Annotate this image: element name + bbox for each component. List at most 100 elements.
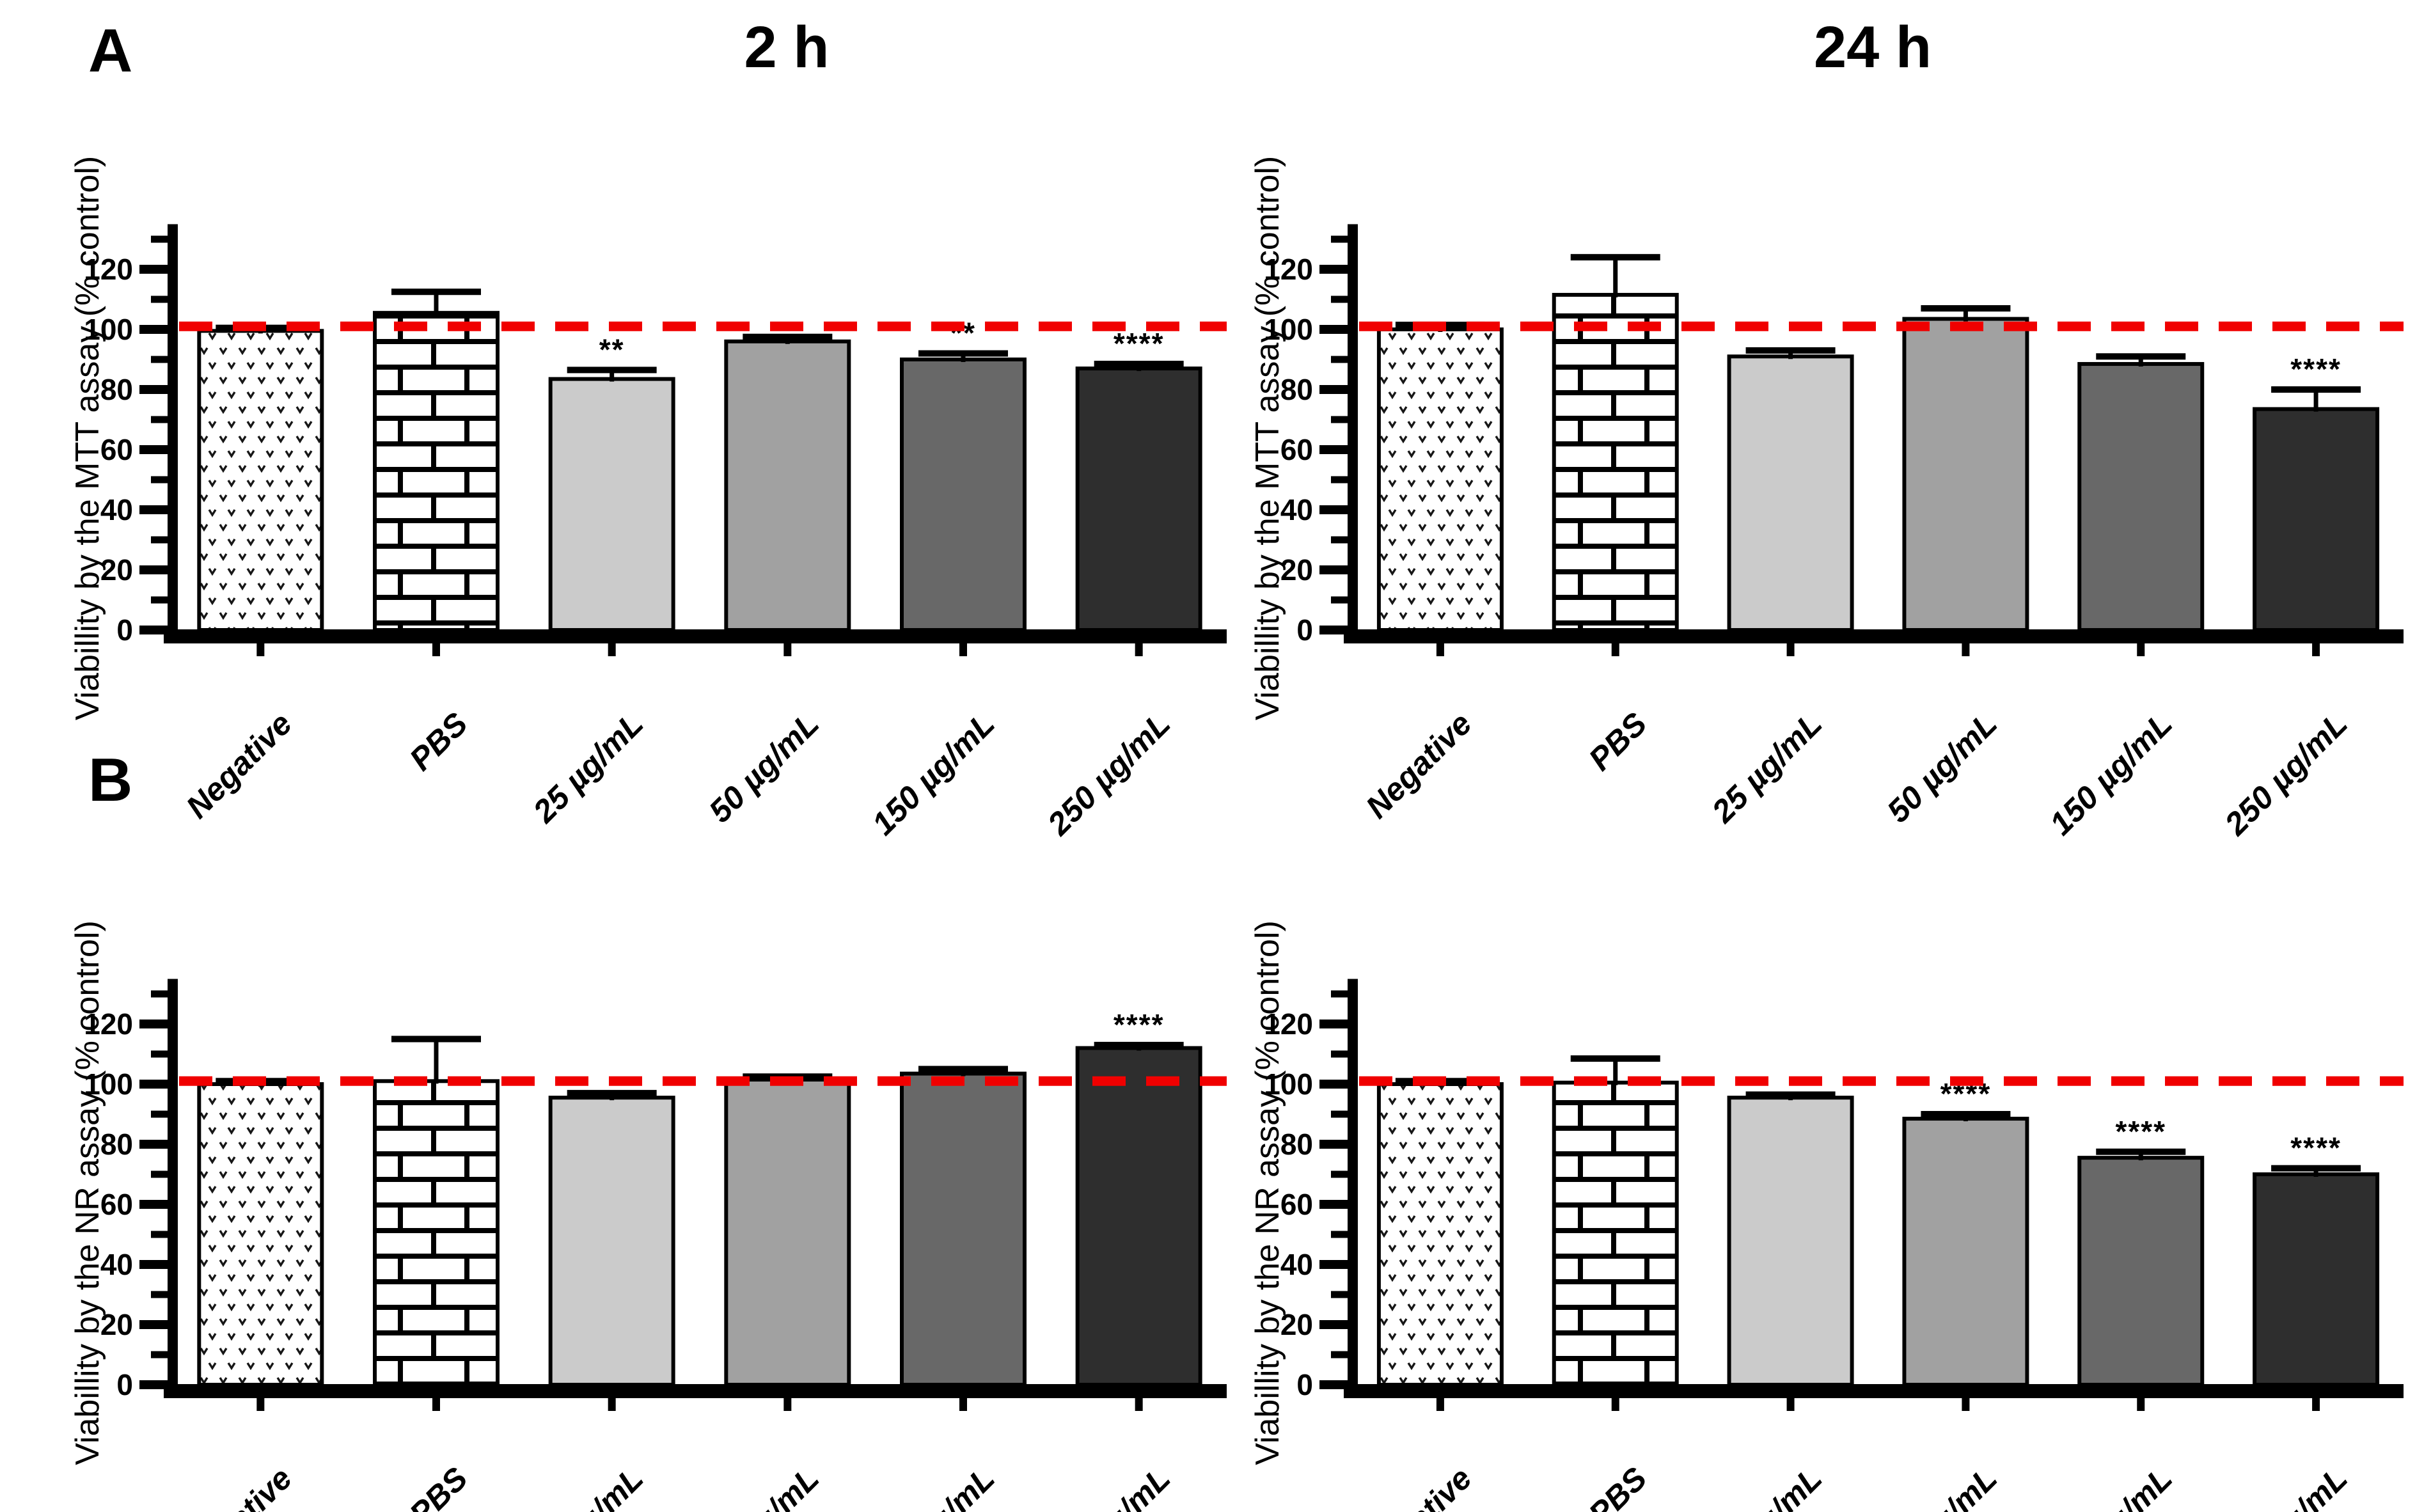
y-tick-label: 120: [84, 1007, 133, 1041]
error-bar-cap: [1921, 1111, 2011, 1117]
y-tick-label: 120: [1264, 253, 1313, 286]
y-major-tick: [1319, 505, 1348, 514]
x-category-label: 25 µg/mL: [526, 1460, 650, 1512]
y-tick-label: 0: [116, 1368, 133, 1401]
error-bar-cap: [1570, 254, 1660, 261]
y-tick-label: 0: [1296, 613, 1313, 647]
y-major-tick: [139, 1080, 168, 1089]
x-category-label: Negative: [179, 1460, 299, 1512]
error-bar-line: [961, 1069, 966, 1076]
x-axis-line: [1344, 629, 2404, 643]
y-major-tick: [139, 1260, 168, 1269]
y-tick-label: 80: [1280, 1128, 1313, 1161]
y-major-tick: [1319, 626, 1348, 634]
error-bar-cap: [1570, 1055, 1660, 1062]
y-axis-spine: [168, 224, 178, 636]
y-minor-tick: [151, 1231, 168, 1238]
y-minor-tick: [1331, 1050, 1348, 1058]
y-major-tick: [139, 445, 168, 454]
bar-50-g-ml: [1902, 1117, 2029, 1387]
y-tick-label: 20: [100, 1308, 133, 1341]
y-axis-title: Viabillity by the MTT assay (% control): [1249, 156, 1286, 720]
y-minor-tick: [151, 1170, 168, 1178]
bar-25-g-ml: [1727, 1096, 1854, 1387]
y-minor-tick: [1331, 416, 1348, 423]
significance-stars: ****: [2290, 1131, 2341, 1165]
error-bar-cap: [1094, 361, 1184, 368]
bar-150-g-ml: [2077, 1156, 2205, 1387]
bar-negative: [1376, 1082, 1504, 1387]
error-bar-line: [434, 292, 439, 316]
x-category-label: Negative: [1359, 705, 1479, 825]
error-bar-cap: [1094, 1041, 1184, 1048]
x-category-label: PBS: [402, 705, 474, 777]
bar-pbs: [373, 1079, 500, 1387]
significance-stars: **: [950, 317, 976, 350]
chart-nr-2h: Viabillity by the NR assay (% control) 0 2…: [69, 920, 1227, 1512]
error-bar-cap: [567, 366, 657, 374]
error-bar-cap: [1745, 347, 1836, 354]
error-bar-cap: [391, 1036, 481, 1043]
y-major-tick: [139, 385, 168, 394]
error-bar-line: [2138, 1151, 2143, 1161]
y-minor-tick: [1331, 990, 1348, 998]
y-tick-label: 40: [1280, 493, 1313, 526]
y-major-tick: [1319, 1080, 1348, 1089]
y-minor-tick: [151, 990, 168, 998]
x-category-label: 150 µg/mL: [865, 705, 1002, 842]
y-tick-label: 100: [84, 1067, 133, 1101]
y-tick-label: 80: [100, 1128, 133, 1161]
y-major-tick: [1319, 265, 1348, 274]
error-bar-cap: [2271, 1165, 2361, 1172]
y-tick-label: 120: [84, 253, 133, 286]
bar-25-g-ml: [548, 1096, 675, 1387]
y-minor-tick: [1331, 295, 1348, 303]
bar-pbs: [1552, 1080, 1679, 1387]
y-minor-tick: [151, 1351, 168, 1358]
bar-25-g-ml: [548, 377, 675, 632]
y-tick-label: 40: [100, 1248, 133, 1281]
x-category-label: 50 µg/mL: [702, 1460, 826, 1512]
y-minor-tick: [1331, 1110, 1348, 1118]
y-major-tick: [1319, 1320, 1348, 1329]
y-major-tick: [139, 1140, 168, 1149]
error-bar-line: [1788, 350, 1793, 359]
bar-250-g-ml: [1075, 1046, 1202, 1387]
x-category-label: PBS: [1582, 705, 1653, 777]
x-category-label: 250 µg/mL: [1041, 1460, 1177, 1512]
y-minor-tick: [151, 295, 168, 303]
x-category-label: PBS: [1582, 1460, 1653, 1512]
y-major-tick: [139, 265, 168, 274]
error-bar-cap: [1745, 1091, 1836, 1098]
bar-negative: [197, 1082, 324, 1387]
column-title-2h: 2 h: [744, 15, 830, 80]
bar-50-g-ml: [724, 339, 851, 632]
y-major-tick: [139, 1020, 168, 1028]
bar-50-g-ml: [724, 1077, 851, 1387]
x-category-label: 150 µg/mL: [865, 1460, 1002, 1512]
error-bar-cap: [1921, 305, 2011, 312]
bar-250-g-ml: [2253, 1172, 2380, 1387]
y-major-tick: [1319, 1140, 1348, 1149]
significance-stars: ****: [1114, 327, 1165, 360]
y-major-tick: [1319, 385, 1348, 394]
y-minor-tick: [1331, 235, 1348, 243]
y-tick-label: 100: [84, 313, 133, 346]
y-tick-label: 20: [1280, 553, 1313, 587]
y-minor-tick: [1331, 536, 1348, 544]
error-bar-line: [1963, 308, 1968, 322]
bar-250-g-ml: [2253, 407, 2380, 632]
y-axis-title: Viabillity by the MTT assay (% control): [69, 156, 106, 720]
error-bar-line: [610, 370, 615, 382]
error-bar-line: [2313, 390, 2318, 412]
y-tick-label: 60: [100, 433, 133, 466]
y-tick-label: 0: [1296, 1368, 1313, 1401]
x-axis-line: [1344, 1384, 2404, 1398]
y-major-tick: [1319, 1260, 1348, 1269]
x-category-label: Negative: [179, 705, 299, 825]
bar-250-g-ml: [1075, 366, 1202, 632]
x-category-label: PBS: [402, 1460, 474, 1512]
bar-pbs: [373, 311, 500, 632]
x-category-label: Negative: [1359, 1460, 1479, 1512]
chart-nr-24h: Viabillity by the NR assay (% control) 0 2…: [1249, 920, 2404, 1512]
